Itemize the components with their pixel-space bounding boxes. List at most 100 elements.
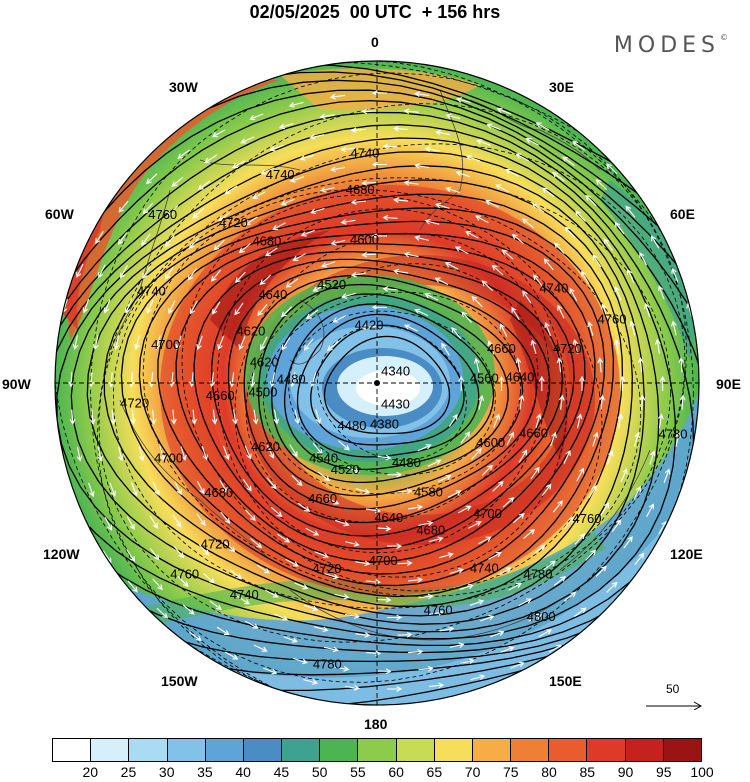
- wind-vector: [553, 576, 567, 586]
- wind-vector: [481, 464, 493, 476]
- wind-vector: [148, 372, 155, 388]
- contour-label: 4580: [414, 485, 443, 500]
- wind-vector: [303, 604, 319, 612]
- lon-label-90w: 90W: [2, 376, 31, 392]
- wind-vector: [297, 502, 311, 512]
- lon-label-150w: 150W: [161, 673, 198, 689]
- colorbar-swatch: [282, 739, 321, 761]
- wind-vector: [564, 226, 576, 238]
- wind-vector: [82, 298, 90, 314]
- temperature-contours: [55, 61, 699, 705]
- wind-vector: [701, 286, 706, 299]
- wind-vector: [89, 409, 96, 425]
- wind-vector: [156, 607, 169, 619]
- contour-label: 4760: [424, 603, 453, 618]
- wind-vector: [429, 682, 445, 689]
- wind-vector: [449, 642, 465, 649]
- colorbar-swatch: [625, 739, 664, 761]
- colorbar-swatch: [396, 739, 435, 761]
- wind-vector: [498, 567, 512, 576]
- wind-vector: [350, 271, 366, 278]
- wind-vector: [319, 113, 335, 120]
- colorbar-swatch: [129, 739, 168, 761]
- wind-vector: [182, 604, 195, 615]
- lon-label-30w: 30W: [169, 79, 198, 95]
- wind-vector: [707, 470, 712, 483]
- wind-vector: [627, 268, 635, 283]
- height-contour: [157, 233, 596, 575]
- wind-vector: [392, 125, 409, 132]
- wind-vector: [340, 146, 356, 153]
- wind-vector: [595, 565, 607, 577]
- wind-vector: [350, 199, 366, 205]
- wind-vector: [118, 200, 129, 213]
- wind-vector: [55, 446, 62, 462]
- colorbar-swatch: [663, 739, 701, 761]
- wind-vector: [314, 551, 329, 559]
- wind-vector: [657, 285, 665, 300]
- wind-vector: [563, 449, 571, 464]
- wind-vector: [338, 440, 350, 451]
- contour-label: 4700: [473, 506, 502, 521]
- contour-label: 4720: [201, 536, 230, 551]
- wind-vector: [149, 547, 160, 561]
- wind-vector: [236, 595, 250, 605]
- lon-label-60e: 60E: [670, 206, 695, 222]
- height-contour: [227, 266, 551, 524]
- wind-vector: [678, 357, 685, 373]
- colorbar-tick-label: 90: [617, 764, 634, 780]
- wind-vector: [575, 210, 586, 222]
- contour-label: 4780: [659, 427, 688, 442]
- wind-vector: [303, 679, 319, 685]
- wind-vector: [152, 578, 163, 591]
- wind-vector: [455, 97, 471, 103]
- wind-vector: [313, 626, 329, 633]
- height-contour: [70, 165, 645, 625]
- wind-vector: [511, 233, 524, 244]
- wind-vector: [619, 375, 626, 391]
- lon-label-180: 180: [364, 716, 388, 732]
- colorbar: [52, 738, 702, 762]
- wind-vector: [445, 186, 460, 194]
- wind-vector: [639, 394, 646, 410]
- wind-vector: [252, 191, 266, 199]
- wind-vector: [299, 154, 315, 161]
- wind-vector: [387, 471, 403, 478]
- dashed-contour: [142, 189, 642, 597]
- wind-vector: [108, 372, 115, 388]
- wind-vector: [231, 160, 246, 169]
- wind-vector: [671, 320, 677, 336]
- wind-vector: [585, 549, 597, 561]
- wind-vector: [719, 358, 724, 372]
- height-contour: [55, 89, 699, 676]
- contour-label: 4720: [313, 561, 342, 576]
- wind-vector: [104, 517, 113, 531]
- wind-vector: [717, 433, 722, 447]
- wind-vector: [253, 644, 268, 652]
- contour-label: 4600: [476, 435, 505, 450]
- wind-vector: [557, 304, 565, 319]
- wind-vector: [439, 552, 454, 559]
- contour-label: 4740: [470, 560, 499, 575]
- wind-vector: [191, 409, 198, 425]
- wind-vector: [150, 409, 157, 425]
- wind-vector: [355, 488, 371, 495]
- wind-vector: [159, 446, 166, 462]
- wind-vector: [217, 335, 225, 351]
- contour-label: 4760: [170, 567, 199, 582]
- wind-vector: [266, 444, 275, 459]
- wind-vector: [644, 302, 651, 318]
- wind-vector: [629, 320, 636, 336]
- wind-vector: [130, 482, 138, 497]
- wind-vector: [511, 306, 520, 320]
- wind-vector: [454, 246, 469, 255]
- wind-vector: [196, 513, 206, 526]
- wind-vector: [518, 598, 533, 607]
- wind-vector: [154, 335, 161, 351]
- wind-vector: [679, 394, 686, 410]
- contour-label: 4700: [369, 553, 398, 568]
- contour-label: 4480: [277, 371, 306, 386]
- wind-vector: [103, 299, 111, 314]
- wind-vector: [417, 444, 432, 452]
- contour-label: 4660: [308, 491, 337, 506]
